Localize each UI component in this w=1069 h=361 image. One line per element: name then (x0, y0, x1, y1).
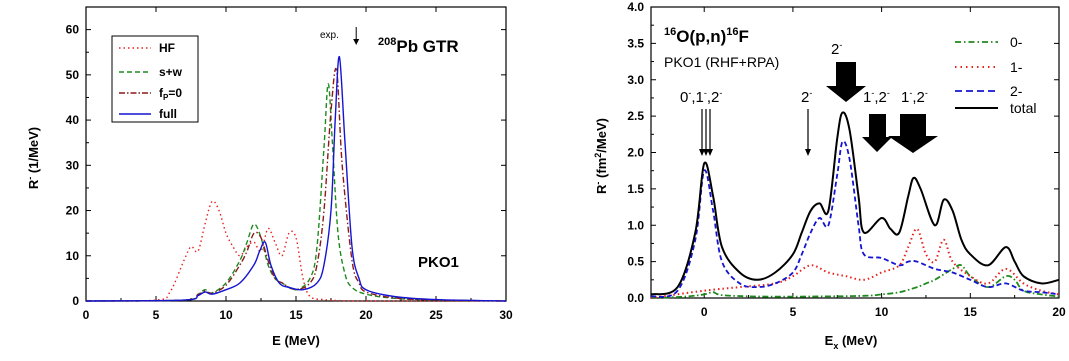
y-tick-label: 1.5 (627, 182, 644, 196)
y-axis-label-sup: - (25, 177, 35, 180)
legend-box-left (111, 35, 199, 123)
y-axis-label-main: R (26, 179, 41, 189)
y-axis-label-sup-r: - (593, 182, 603, 185)
thin-arrowhead-4 (805, 149, 811, 156)
arrows-right (699, 62, 938, 156)
annotation-2-top: 2- (831, 40, 842, 58)
y-tick-label: 30 (66, 158, 80, 172)
legend-label-2minus: 2- (1010, 83, 1023, 99)
x-tick-label: 10 (875, 305, 889, 319)
y-tick-label: 3.5 (627, 36, 644, 50)
title-part-2: O(p,n) (676, 27, 726, 46)
legend-label-full: full (159, 107, 177, 121)
exp-arrow (353, 27, 360, 45)
y-tick-label: 40 (66, 113, 80, 127)
x-axis-label-sub: x (833, 341, 838, 351)
y-tick-label: 2.0 (627, 146, 644, 160)
chart-title-left: 208Pb GTR (378, 36, 459, 56)
y-tick-label: 60 (66, 23, 80, 37)
legend-label-1minus: 1- (1010, 59, 1023, 75)
chart-subtitle-right: PKO1 (RHF+RPA) (664, 54, 779, 70)
block-arrow-1 (826, 62, 866, 102)
series-line-0 (650, 264, 1060, 299)
y-axis-label-unit-sup: 2 (593, 153, 603, 158)
y-tick-label: 3.0 (627, 73, 644, 87)
series-group-right (650, 111, 1060, 299)
x-tick-label: 10 (219, 308, 233, 322)
x-tick-label: 15 (289, 308, 303, 322)
x-tick-label: 5 (153, 308, 160, 322)
annotation-pko1: PKO1 (418, 254, 459, 271)
x-ticks-left: 0 5 10 15 20 25 30 (83, 7, 513, 322)
x-tick-label: 0 (701, 305, 708, 319)
legend-label-total: total (1010, 100, 1036, 116)
series-group-left (85, 56, 507, 302)
thin-arrowhead-3 (707, 149, 713, 156)
x-ticks-right: 0 5 10 15 20 (701, 7, 1066, 319)
title-main-text: Pb GTR (396, 37, 458, 56)
chart-title-right: 16O(p,n)16F (664, 26, 749, 46)
x-tick-label: 0 (83, 308, 90, 322)
annotation-2-left: 2- (801, 88, 812, 106)
y-tick-label: 20 (66, 204, 80, 218)
y-axis-label-unit-a: (fm (594, 158, 609, 182)
y-axis-label-main-r: R (594, 184, 609, 194)
annotation-exp: exp. (320, 30, 339, 41)
y-axis-label-unit-b: /MeV) (594, 118, 609, 153)
x-axis-label-right: Ex (MeV) (825, 333, 878, 351)
x-tick-label: 25 (429, 308, 443, 322)
block-arrow-2 (862, 114, 892, 152)
legend-label-hf: HF (159, 41, 175, 55)
legend-label-sw: s+w (159, 65, 183, 79)
y-ticks-right: 0.0 0.5 1.0 1.5 2.0 2.5 3.0 3.5 4.0 (627, 0, 1059, 305)
x-axis-label-unit: (MeV) (838, 333, 877, 348)
series-line-2 (650, 140, 1060, 298)
x-tick-label: 5 (790, 305, 797, 319)
y-axis-label-left: R- (1/MeV) (25, 127, 41, 189)
y-tick-label: 10 (66, 249, 80, 263)
chart-left: 0 5 10 15 20 25 30 0 10 20 30 40 50 60 E (MeV) R- (1… (25, 6, 513, 348)
x-axis-label-left: E (MeV) (272, 333, 320, 348)
thin-arrowhead-1 (699, 149, 705, 156)
annotation-12-b: 1-,2- (901, 88, 928, 106)
y-tick-label: 0.5 (627, 255, 644, 269)
chart-right: 0 5 10 15 20 0.0 0.5 1.0 1.5 2.0 2.5 3.0 3.5 4.0 Ex … (593, 0, 1066, 351)
title-part-3: 16 (726, 26, 738, 38)
annotation-12-a: 1-,2- (863, 88, 890, 106)
y-tick-label: 0.0 (627, 291, 644, 305)
thin-arrowhead-2 (703, 149, 709, 156)
title-part-1: 16 (664, 26, 676, 38)
x-tick-label: 15 (964, 305, 978, 319)
y-tick-label: 0 (72, 294, 79, 308)
x-axis-label-main: E (825, 333, 834, 348)
y-tick-label: 50 (66, 68, 80, 82)
x-tick-label: 20 (359, 308, 373, 322)
series-line-1 (650, 227, 1060, 299)
x-tick-label: 20 (1052, 305, 1066, 319)
x-tick-label: 30 (499, 308, 513, 322)
annotation-012: 0-,1-,2- (680, 88, 722, 106)
legend-right: 0- 1- 2- total (955, 34, 1036, 116)
y-axis-label-unit: (1/MeV) (26, 127, 41, 177)
series-line-total (650, 111, 1060, 296)
title-mass-number: 208 (378, 36, 396, 48)
y-tick-label: 2.5 (627, 109, 644, 123)
y-tick-label: 1.0 (627, 218, 644, 232)
legend-label-0minus: 0- (1010, 34, 1023, 50)
y-tick-label: 4.0 (627, 0, 644, 14)
series-line-full (85, 56, 507, 302)
exp-arrow-head (353, 39, 360, 45)
block-arrow-3 (888, 114, 938, 153)
legend-label-fp0: fP=0 (159, 86, 182, 102)
y-axis-label-right: R- (fm2/MeV) (593, 118, 609, 194)
title-part-4: F (739, 27, 749, 46)
y-ticks-left: 0 10 20 30 40 50 60 (66, 23, 506, 308)
